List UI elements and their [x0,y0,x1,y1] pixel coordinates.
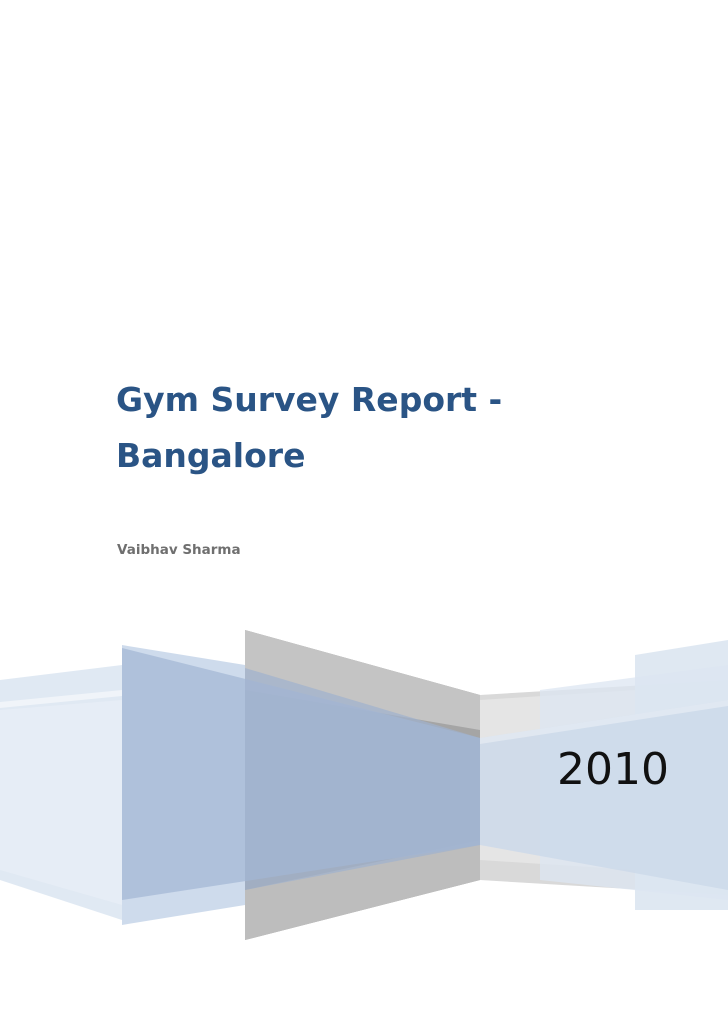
report-title-line-2: Bangalore [116,436,306,475]
report-year: 2010 [557,744,669,795]
decorative-cover-graphic [0,630,728,940]
report-title-line-1: Gym Survey Report - [116,380,503,419]
author-name: Vaibhav Sharma [117,542,241,558]
report-title: Gym Survey Report - Bangalore [116,372,596,484]
